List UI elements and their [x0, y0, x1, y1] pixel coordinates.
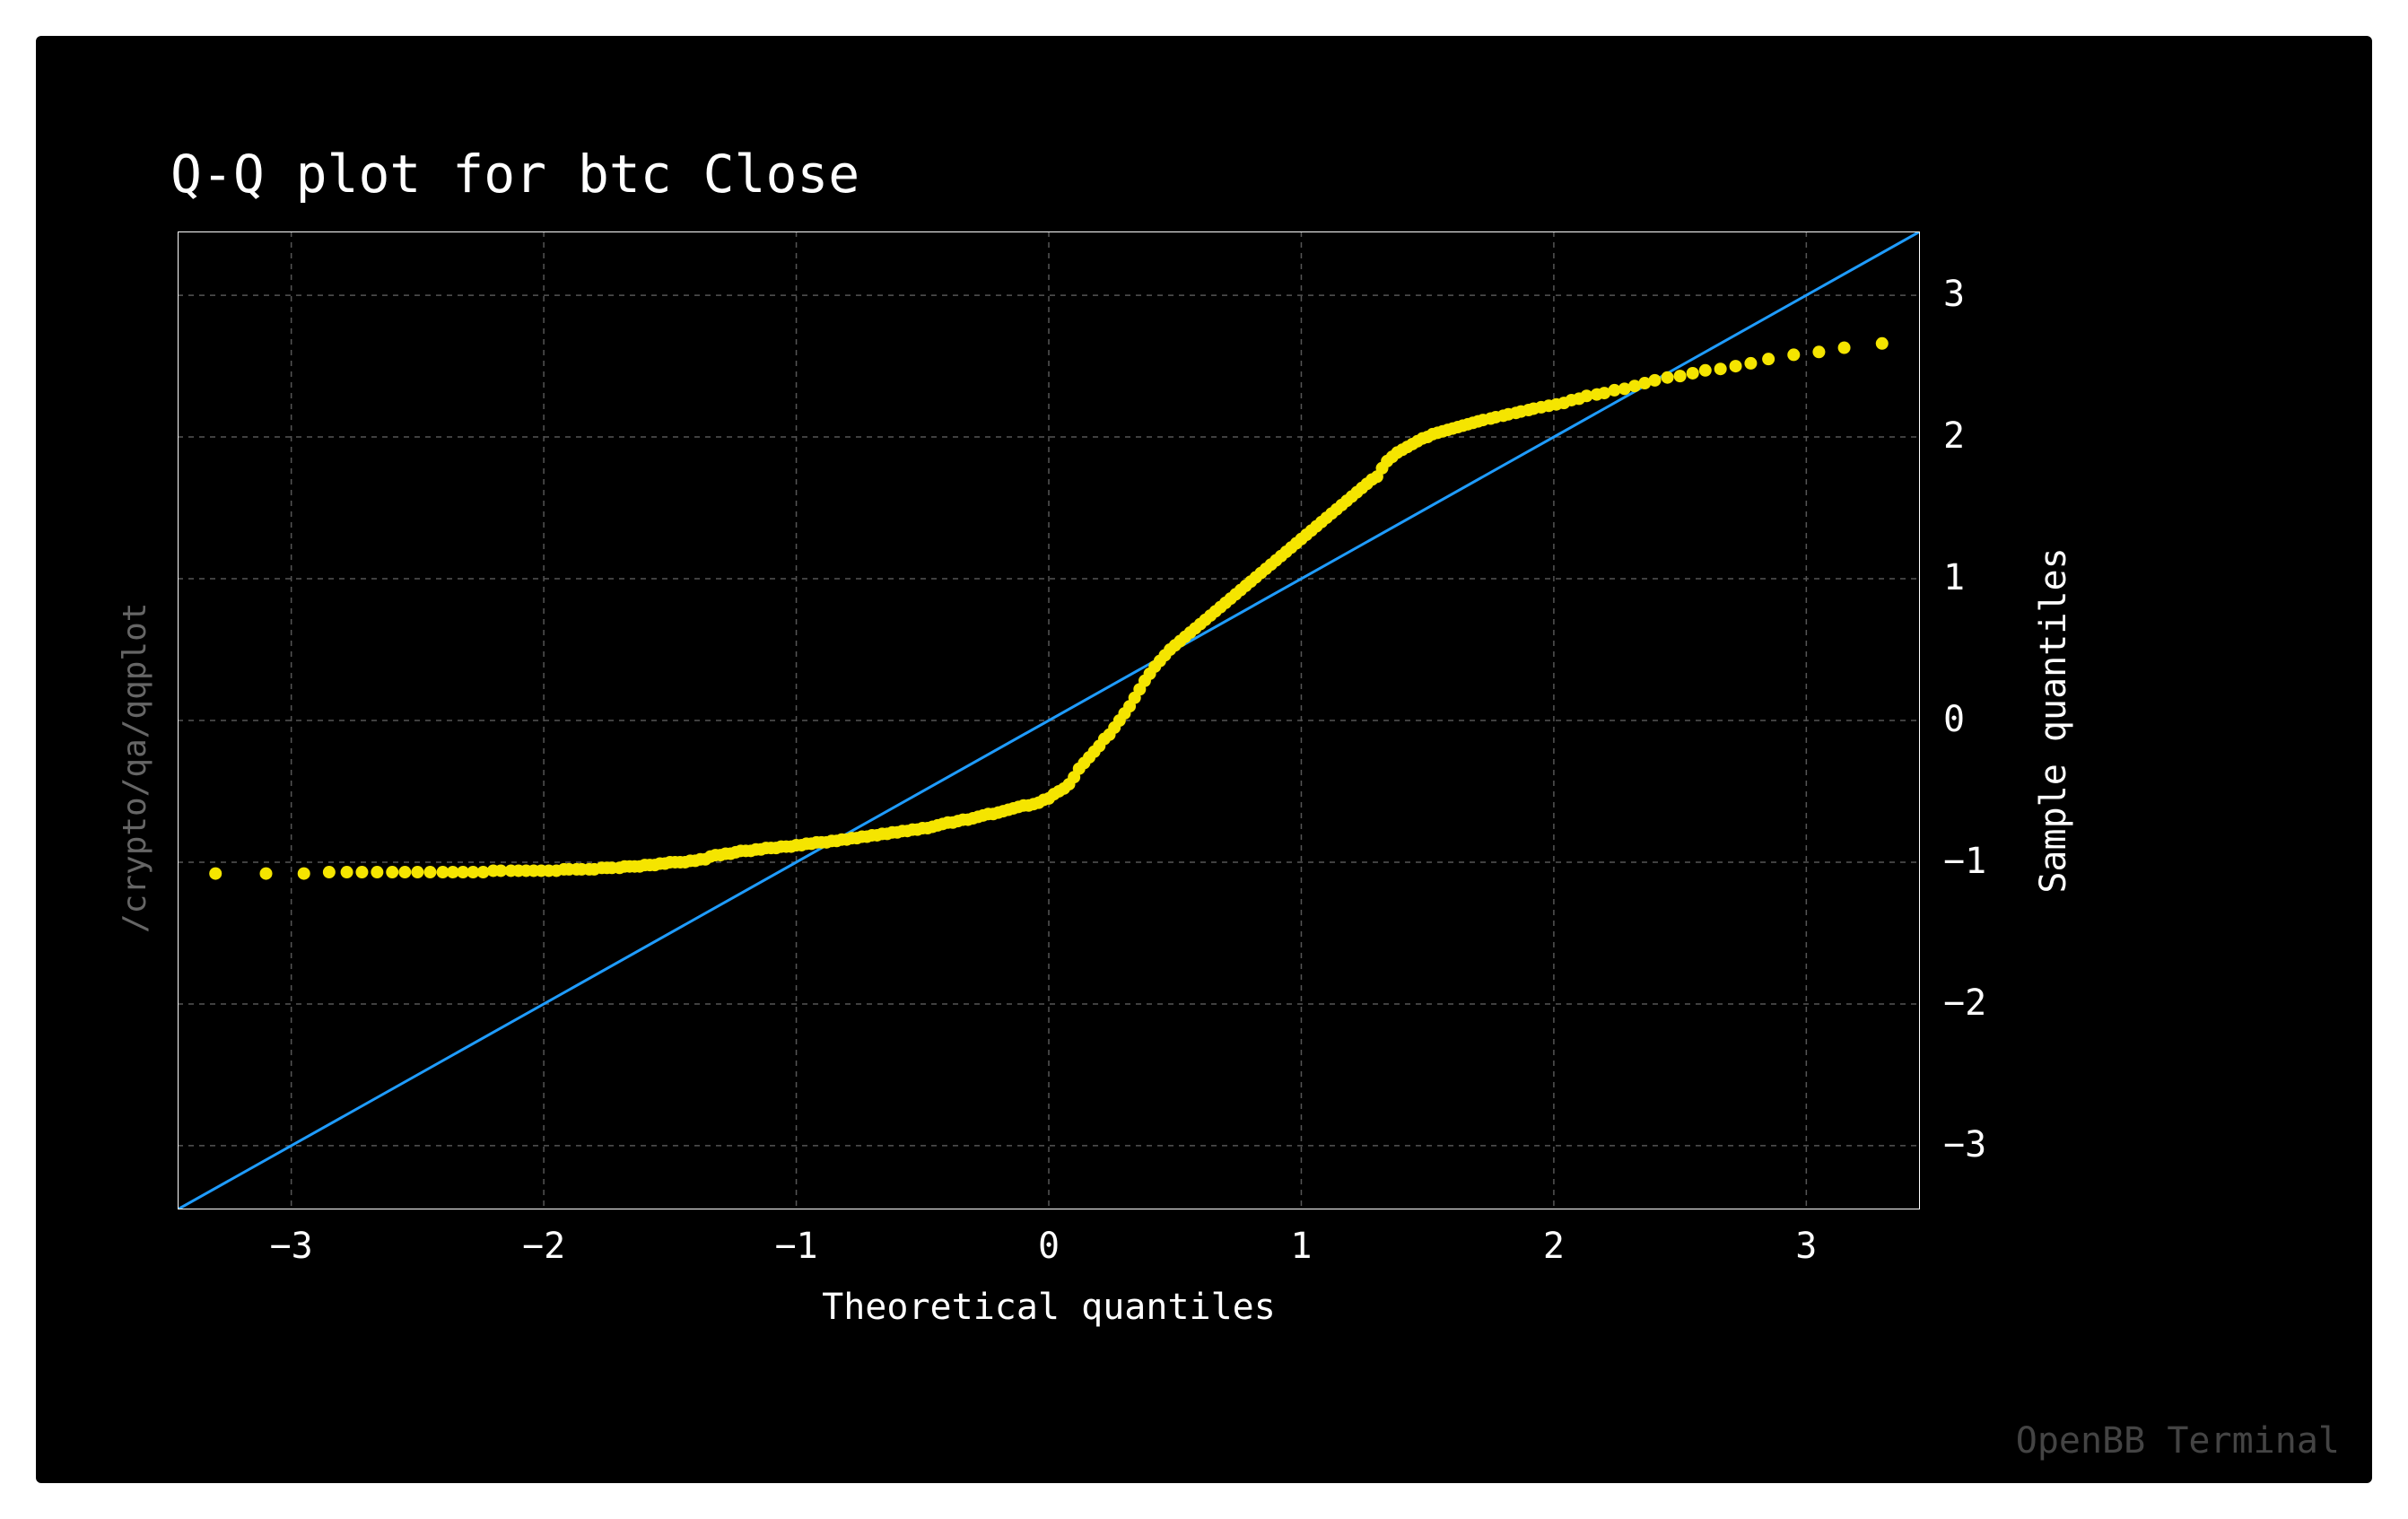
x-tick-label: 1	[1265, 1226, 1337, 1267]
y-tick-label: −2	[1943, 982, 1986, 1024]
brand-watermark: OpenBB Terminal	[2016, 1420, 2340, 1462]
page-root: Q-Q plot for btc Close /crypto/qa/qqplot…	[0, 0, 2408, 1519]
y-tick-label: 2	[1943, 415, 1965, 457]
x-tick-label: −3	[256, 1226, 327, 1267]
x-tick-label: −2	[508, 1226, 580, 1267]
chart-title: Q-Q plot for btc Close	[170, 144, 859, 205]
y-tick-label: 0	[1943, 699, 1965, 740]
y-tick-label: 3	[1943, 274, 1965, 315]
qq-plot-svg	[178, 231, 1920, 1209]
x-axis-label: Theoretical quantiles	[178, 1287, 1920, 1328]
sidebar-path-label: /crypto/qa/qqplot	[117, 603, 153, 933]
plot-area	[178, 231, 1920, 1209]
y-tick-label: 1	[1943, 557, 1965, 598]
x-tick-label: 0	[1013, 1226, 1085, 1267]
x-tick-label: 3	[1770, 1226, 1842, 1267]
y-tick-label: −3	[1943, 1124, 1986, 1165]
x-tick-label: −1	[761, 1226, 833, 1267]
y-axis-label: Sample quantiles	[2033, 541, 2074, 900]
chart-frame: Q-Q plot for btc Close /crypto/qa/qqplot…	[36, 36, 2372, 1483]
y-tick-label: −1	[1943, 841, 1986, 882]
x-tick-label: 2	[1518, 1226, 1590, 1267]
